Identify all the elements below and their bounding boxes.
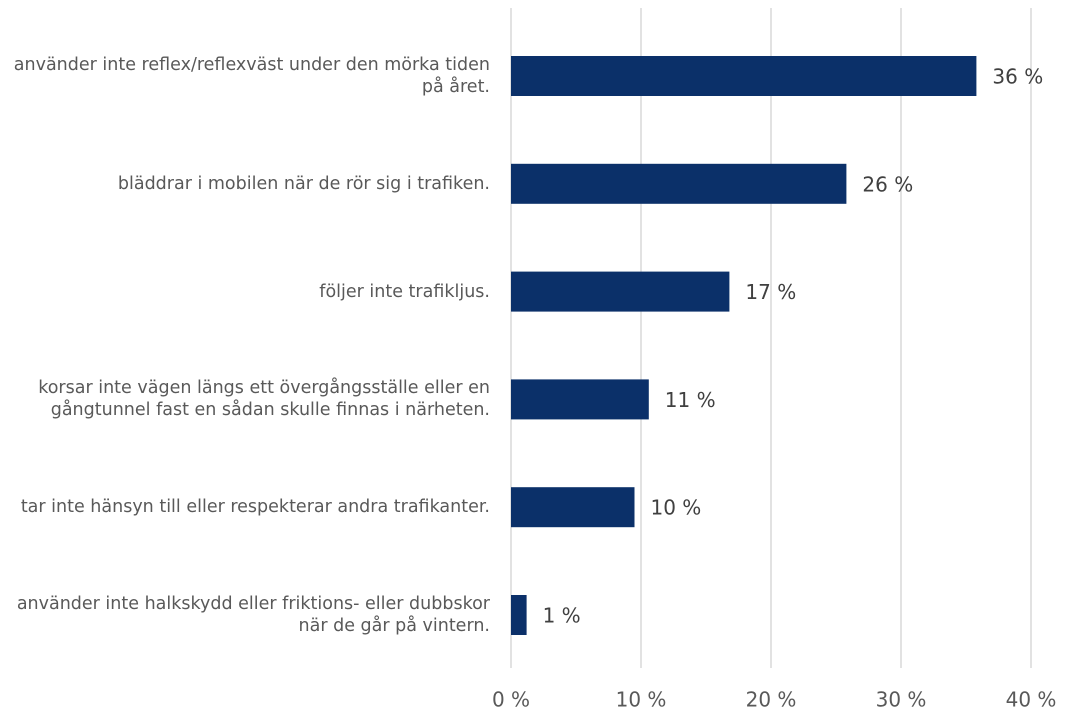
bar: [511, 56, 977, 96]
x-tick-label: 40 %: [1006, 688, 1057, 712]
category-label: bläddrar i mobilen när de rör sig i traf…: [117, 173, 490, 194]
category-label: använder inte halkskydd eller friktions-…: [16, 594, 490, 636]
category-label: använder inte reflex/reflexväst under de…: [13, 55, 490, 97]
bar: [511, 379, 649, 420]
bar: [511, 271, 730, 312]
bar: [511, 487, 635, 528]
data-label: 36 %: [992, 65, 1043, 89]
x-tick-label: 30 %: [876, 688, 927, 712]
category-label: följer inte trafikljus.: [319, 281, 490, 302]
data-label: 17 %: [745, 280, 796, 304]
data-label: 26 %: [862, 172, 913, 196]
category-label: tar inte hänsyn till eller respekterar a…: [20, 497, 490, 518]
x-tick-label: 20 %: [746, 688, 797, 712]
data-label: 11 %: [665, 388, 716, 412]
data-label: 1 %: [543, 604, 581, 628]
x-tick-label: 0 %: [492, 688, 530, 712]
bar: [511, 163, 847, 204]
x-tick-label: 10 %: [616, 688, 667, 712]
bar: [511, 595, 527, 635]
data-label: 10 %: [651, 496, 702, 520]
category-label: korsar inte vägen längs ett övergångsstä…: [38, 378, 490, 421]
